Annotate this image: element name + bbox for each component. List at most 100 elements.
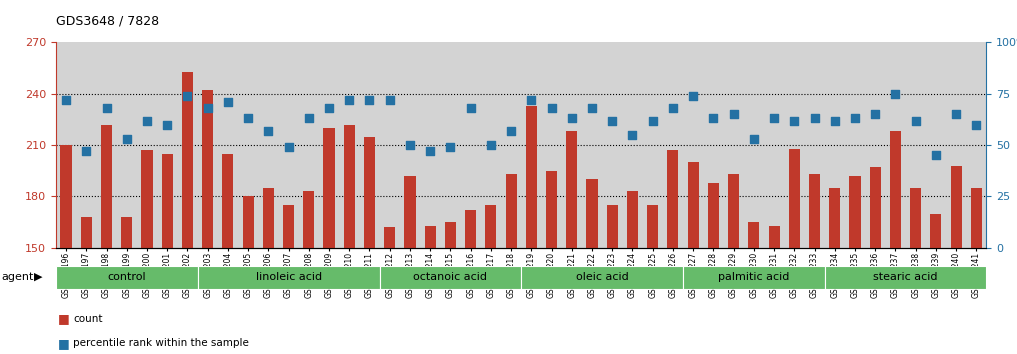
Bar: [870, 167, 881, 248]
Bar: [425, 225, 435, 248]
Point: [119, 136, 135, 142]
Text: ■: ■: [58, 312, 70, 325]
Point: [604, 118, 620, 123]
Point: [139, 118, 156, 123]
Text: octanoic acid: octanoic acid: [413, 272, 487, 282]
Point: [766, 116, 782, 121]
Point: [99, 105, 115, 111]
Bar: [242, 196, 253, 248]
Bar: [910, 188, 921, 248]
Point: [260, 128, 277, 133]
Bar: [80, 217, 92, 248]
Bar: [485, 205, 496, 248]
Point: [361, 97, 377, 103]
Bar: [405, 176, 416, 248]
Bar: [849, 176, 860, 248]
Bar: [283, 205, 294, 248]
Bar: [384, 227, 396, 248]
Point: [240, 116, 256, 121]
Point: [199, 105, 216, 111]
Bar: [162, 154, 173, 248]
Bar: [829, 188, 840, 248]
Point: [463, 105, 479, 111]
Bar: [444, 222, 456, 248]
Point: [827, 118, 843, 123]
Bar: [667, 150, 678, 248]
Bar: [56, 266, 197, 289]
Point: [220, 99, 236, 105]
Point: [786, 118, 802, 123]
Bar: [323, 128, 335, 248]
Bar: [769, 225, 780, 248]
Point: [928, 153, 944, 158]
Bar: [890, 131, 901, 248]
Text: oleic acid: oleic acid: [576, 272, 629, 282]
Bar: [465, 210, 476, 248]
Bar: [687, 162, 699, 248]
Bar: [546, 171, 557, 248]
Bar: [202, 90, 214, 248]
Point: [301, 116, 317, 121]
Bar: [303, 191, 314, 248]
Text: percentile rank within the sample: percentile rank within the sample: [73, 338, 249, 348]
Point: [341, 97, 357, 103]
Point: [907, 118, 923, 123]
Bar: [626, 191, 638, 248]
Point: [422, 148, 438, 154]
Point: [705, 116, 721, 121]
Point: [483, 142, 499, 148]
Bar: [683, 266, 825, 289]
Point: [725, 112, 741, 117]
Bar: [344, 125, 355, 248]
Bar: [223, 154, 234, 248]
Point: [948, 112, 964, 117]
Point: [665, 105, 681, 111]
Point: [179, 93, 195, 99]
Point: [543, 105, 559, 111]
Bar: [101, 125, 112, 248]
Point: [645, 118, 661, 123]
Bar: [197, 266, 379, 289]
Bar: [951, 166, 962, 248]
Point: [968, 122, 984, 127]
Text: GDS3648 / 7828: GDS3648 / 7828: [56, 14, 159, 27]
Bar: [825, 266, 986, 289]
Bar: [121, 217, 132, 248]
Text: ▶: ▶: [34, 272, 42, 282]
Text: agent: agent: [1, 272, 34, 282]
Text: stearic acid: stearic acid: [874, 272, 938, 282]
Point: [685, 93, 702, 99]
Bar: [262, 188, 274, 248]
Point: [503, 128, 520, 133]
Text: linoleic acid: linoleic acid: [255, 272, 321, 282]
Bar: [728, 174, 739, 248]
Point: [745, 136, 762, 142]
Bar: [141, 150, 153, 248]
Point: [321, 105, 338, 111]
Bar: [749, 222, 760, 248]
Point: [381, 97, 398, 103]
Bar: [587, 179, 598, 248]
Bar: [647, 205, 658, 248]
Bar: [566, 131, 578, 248]
Point: [563, 116, 580, 121]
Text: palmitic acid: palmitic acid: [718, 272, 789, 282]
Bar: [931, 213, 942, 248]
Bar: [526, 106, 537, 248]
Point: [868, 112, 884, 117]
Point: [584, 105, 600, 111]
Bar: [521, 266, 683, 289]
Point: [281, 144, 297, 150]
Point: [887, 91, 903, 97]
Bar: [809, 174, 820, 248]
Bar: [505, 174, 517, 248]
Point: [402, 142, 418, 148]
Point: [847, 116, 863, 121]
Point: [58, 97, 74, 103]
Bar: [379, 266, 521, 289]
Bar: [971, 188, 982, 248]
Bar: [182, 72, 193, 248]
Point: [523, 97, 539, 103]
Point: [159, 122, 175, 127]
Point: [78, 148, 95, 154]
